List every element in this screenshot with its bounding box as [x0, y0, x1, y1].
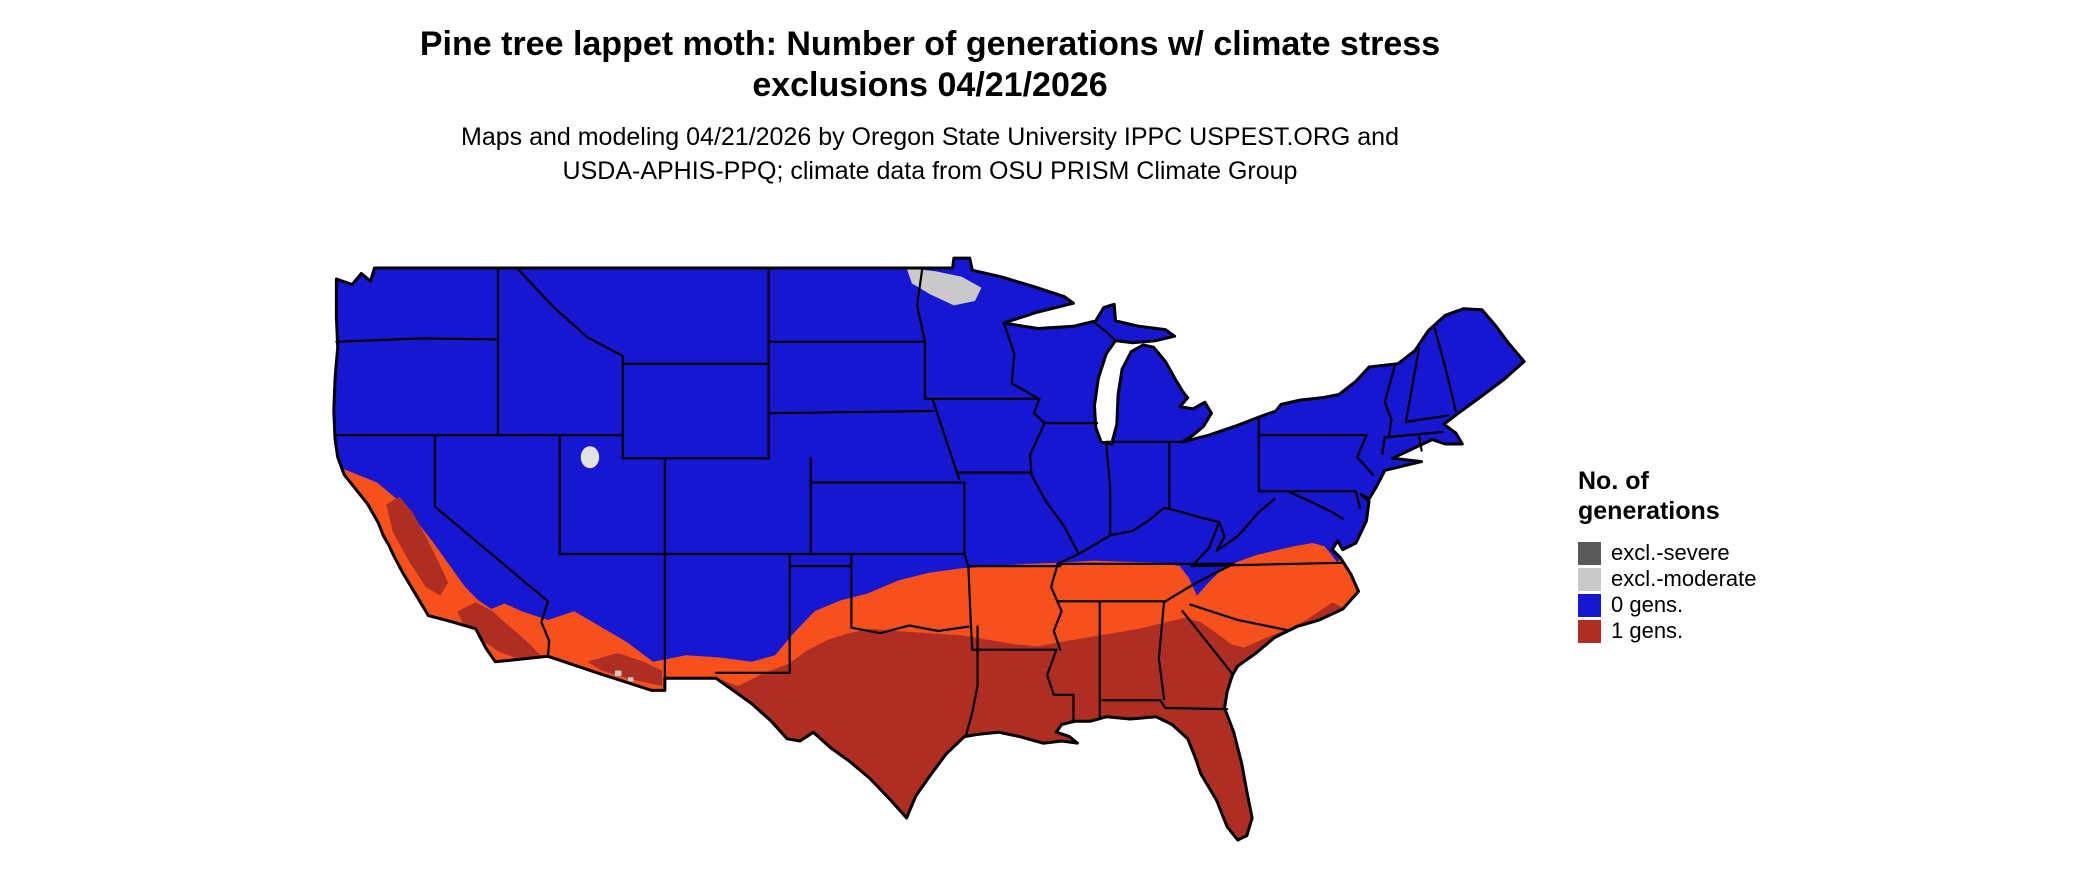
- us-map: [318, 224, 1553, 884]
- legend-label-excl-severe: excl.-severe: [1611, 540, 1730, 565]
- region-1-gens-central-valley: [386, 496, 449, 596]
- legend-item-excl-severe: excl.-severe: [1578, 540, 1757, 566]
- title-line-2: exclusions 04/21/2026: [752, 66, 1108, 104]
- region-1-gens-southern-arizona: [587, 653, 663, 686]
- great-salt-lake: [580, 446, 600, 469]
- region-excl-moderate-arizona-speck-2: [628, 677, 634, 682]
- legend-item-excl-moderate: excl.-moderate: [1578, 566, 1757, 592]
- state-borders: [335, 268, 1456, 737]
- legend-title: No. of generations: [1578, 466, 1757, 526]
- legend-title-line-2: generations: [1578, 497, 1720, 525]
- legend-label-excl-moderate: excl.-moderate: [1611, 566, 1757, 591]
- subtitle-line-2: USDA-APHIS-PPQ; climate data from OSU PR…: [562, 157, 1298, 185]
- region-excl-moderate-arizona-speck-1: [614, 670, 622, 677]
- map-legend: No. of generations excl.-severe excl.-mo…: [1578, 466, 1757, 644]
- region-excl-moderate-minnesota: [906, 268, 982, 306]
- title-line-1: Pine tree lappet moth: Number of generat…: [419, 25, 1441, 63]
- legend-swatch-0-gens: [1578, 593, 1601, 617]
- legend-swatch-excl-severe: [1578, 541, 1601, 565]
- us-outline: [334, 258, 1524, 840]
- legend-label-0-gens: 0 gens.: [1611, 592, 1684, 617]
- region-1-gens-southern-california: [457, 602, 542, 660]
- legend-item-1-gens: 1 gens.: [1578, 618, 1757, 644]
- subtitle-line-1: Maps and modeling 04/21/2026 by Oregon S…: [461, 123, 1399, 151]
- legend-swatch-1-gens: [1578, 619, 1601, 643]
- legend-swatch-excl-moderate: [1578, 567, 1601, 591]
- figure-subtitle: Maps and modeling 04/21/2026 by Oregon S…: [0, 120, 1860, 188]
- legend-label-1-gens: 1 gens.: [1611, 618, 1684, 643]
- legend-item-0-gens: 0 gens.: [1578, 592, 1757, 618]
- legend-items: excl.-severe excl.-moderate 0 gens. 1 ge…: [1578, 540, 1757, 644]
- legend-title-line-1: No. of: [1578, 467, 1649, 495]
- us-map-svg: [318, 224, 1553, 884]
- page-title: Pine tree lappet moth: Number of generat…: [0, 24, 1860, 106]
